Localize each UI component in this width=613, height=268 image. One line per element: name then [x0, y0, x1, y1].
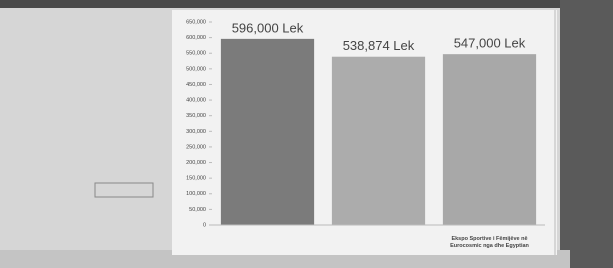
- label-line: Ekspo Sportive i Fëmijëve në: [451, 236, 527, 242]
- y-tick-label: 0: [203, 222, 206, 228]
- y-tick-label: 250,000: [186, 144, 206, 150]
- y-tick-label: 650,000: [186, 19, 206, 25]
- y-tick-label: 450,000: [186, 82, 206, 88]
- bar: [443, 54, 536, 225]
- y-tick-label: 600,000: [186, 35, 206, 41]
- y-tick-label: 300,000: [186, 129, 206, 135]
- value-label: 547,000 Lek: [454, 36, 526, 51]
- value-label: 596,000 Lek: [232, 20, 304, 35]
- label-line: Eurocosmic nga dhe Egyptian: [450, 243, 529, 249]
- value-label: 538,874 Lek: [343, 38, 415, 53]
- y-tick-label: 50,000: [189, 207, 206, 213]
- bar: [332, 57, 425, 225]
- screen-edge: [560, 0, 613, 268]
- y-tick-label: 350,000: [186, 113, 206, 119]
- y-tick-label: 550,000: [186, 51, 206, 57]
- y-tick-label: 400,000: [186, 98, 206, 104]
- screen: 0 50,000 100,000 150,000 200,000 250,000 300,0…: [0, 0, 613, 268]
- y-tick-label: 150,000: [186, 176, 206, 182]
- y-tick-label: 100,000: [186, 191, 206, 197]
- y-tick-label: 500,000: [186, 66, 206, 72]
- y-tick-label: 200,000: [186, 160, 206, 166]
- bar: [221, 39, 314, 225]
